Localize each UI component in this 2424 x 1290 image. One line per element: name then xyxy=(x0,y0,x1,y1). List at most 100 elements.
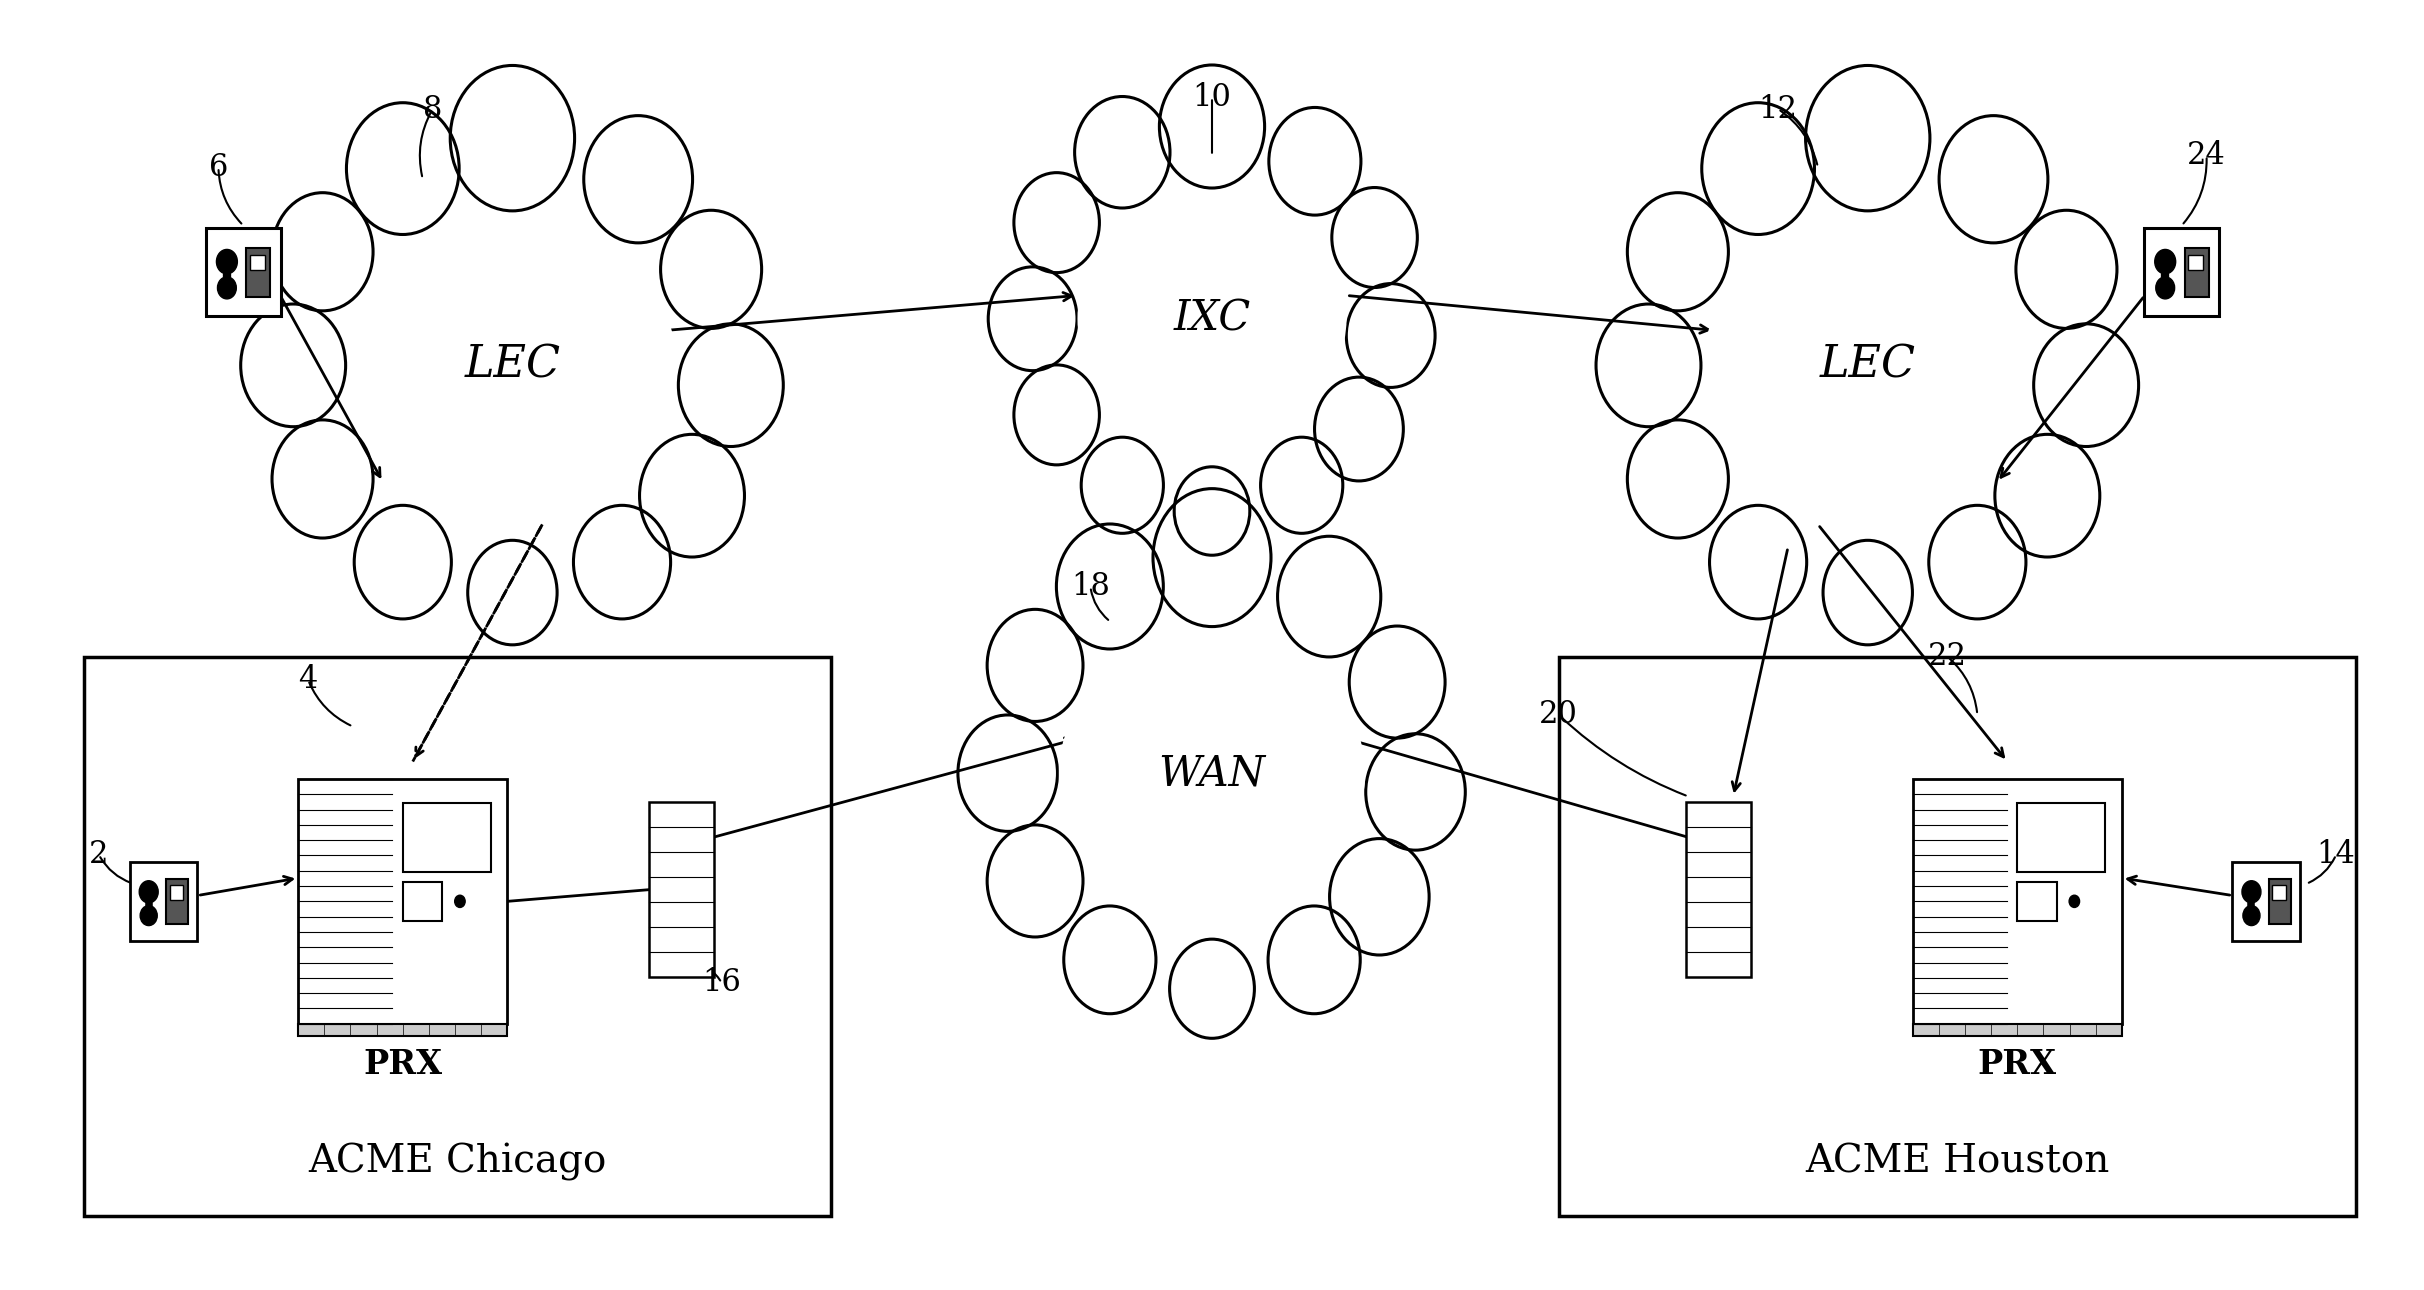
Circle shape xyxy=(1331,838,1430,955)
Text: 12: 12 xyxy=(1757,94,1799,125)
Circle shape xyxy=(1823,541,1913,645)
Bar xyxy=(2145,228,2218,316)
Circle shape xyxy=(1064,906,1156,1014)
Circle shape xyxy=(141,906,158,926)
Text: 4: 4 xyxy=(298,664,318,695)
Text: 22: 22 xyxy=(1927,641,1966,672)
Circle shape xyxy=(1159,64,1265,188)
Text: 18: 18 xyxy=(1071,571,1110,602)
Circle shape xyxy=(468,541,558,645)
Bar xyxy=(131,862,196,940)
Circle shape xyxy=(216,249,238,273)
Bar xyxy=(2017,882,2058,921)
Bar xyxy=(2184,248,2208,297)
Text: ACME Chicago: ACME Chicago xyxy=(308,1143,606,1180)
Circle shape xyxy=(1171,939,1253,1038)
Circle shape xyxy=(218,277,235,299)
Bar xyxy=(1559,657,2356,1216)
Bar xyxy=(298,1024,507,1036)
Circle shape xyxy=(989,267,1076,370)
Text: 8: 8 xyxy=(424,94,441,125)
Bar xyxy=(170,885,184,899)
Ellipse shape xyxy=(327,201,698,529)
Circle shape xyxy=(2242,881,2262,903)
Circle shape xyxy=(2155,249,2177,273)
Bar xyxy=(402,882,441,921)
Circle shape xyxy=(957,715,1057,831)
Circle shape xyxy=(1268,906,1360,1014)
Circle shape xyxy=(640,435,744,557)
Circle shape xyxy=(1939,116,2048,243)
Ellipse shape xyxy=(1682,201,2053,529)
Circle shape xyxy=(679,324,783,446)
Text: PRX: PRX xyxy=(364,1049,441,1081)
Circle shape xyxy=(1260,437,1343,533)
Bar xyxy=(2189,254,2203,271)
Circle shape xyxy=(1074,97,1171,208)
Circle shape xyxy=(1709,506,1806,619)
Circle shape xyxy=(574,506,671,619)
Text: 14: 14 xyxy=(2317,840,2356,871)
Circle shape xyxy=(987,824,1084,937)
Bar xyxy=(1913,1024,2121,1036)
Text: 6: 6 xyxy=(208,152,228,183)
Bar xyxy=(298,779,507,1024)
Bar xyxy=(2269,880,2291,924)
Circle shape xyxy=(1013,365,1100,464)
Circle shape xyxy=(2017,210,2116,329)
Ellipse shape xyxy=(1059,640,1365,907)
Text: ACME Houston: ACME Houston xyxy=(1806,1144,2109,1180)
Text: 16: 16 xyxy=(703,968,742,998)
Ellipse shape xyxy=(349,224,676,506)
Bar xyxy=(2271,885,2286,899)
Text: WAN: WAN xyxy=(1159,752,1265,795)
Circle shape xyxy=(1331,187,1418,288)
Circle shape xyxy=(1627,192,1728,311)
Circle shape xyxy=(347,103,458,235)
Circle shape xyxy=(2070,895,2080,907)
Circle shape xyxy=(1268,107,1360,215)
Text: 24: 24 xyxy=(2186,141,2225,172)
Bar xyxy=(2233,862,2300,940)
Text: LEC: LEC xyxy=(465,343,560,387)
Text: 2: 2 xyxy=(90,840,109,871)
Circle shape xyxy=(138,881,158,903)
Text: 20: 20 xyxy=(1539,699,1578,730)
Circle shape xyxy=(1595,304,1702,427)
Circle shape xyxy=(662,210,761,329)
Circle shape xyxy=(1365,734,1464,850)
Circle shape xyxy=(240,304,347,427)
Bar xyxy=(402,804,490,872)
Circle shape xyxy=(1057,524,1164,649)
Circle shape xyxy=(451,66,574,210)
Circle shape xyxy=(2034,324,2138,446)
Circle shape xyxy=(1627,419,1728,538)
Circle shape xyxy=(1702,103,1816,235)
Circle shape xyxy=(1345,284,1435,387)
Circle shape xyxy=(1806,66,1930,210)
Circle shape xyxy=(1154,489,1270,627)
Circle shape xyxy=(1277,537,1382,657)
Circle shape xyxy=(2242,906,2259,926)
Bar xyxy=(1685,802,1750,977)
Circle shape xyxy=(2155,277,2174,299)
Circle shape xyxy=(271,192,373,311)
Ellipse shape xyxy=(1037,618,1387,929)
Circle shape xyxy=(1173,467,1251,555)
Ellipse shape xyxy=(1059,181,1365,457)
Circle shape xyxy=(1013,173,1100,272)
Bar xyxy=(247,248,269,297)
Circle shape xyxy=(271,419,373,538)
Text: PRX: PRX xyxy=(1978,1049,2058,1081)
Text: IXC: IXC xyxy=(1173,298,1251,339)
Bar xyxy=(85,657,831,1216)
Bar xyxy=(650,802,715,977)
Text: LEC: LEC xyxy=(1820,343,1915,387)
Circle shape xyxy=(1930,506,2026,619)
Bar xyxy=(1913,779,2121,1024)
Ellipse shape xyxy=(1704,224,2031,506)
Circle shape xyxy=(1314,377,1403,481)
Text: 10: 10 xyxy=(1193,81,1231,114)
Bar xyxy=(206,228,281,316)
Circle shape xyxy=(1995,435,2099,557)
